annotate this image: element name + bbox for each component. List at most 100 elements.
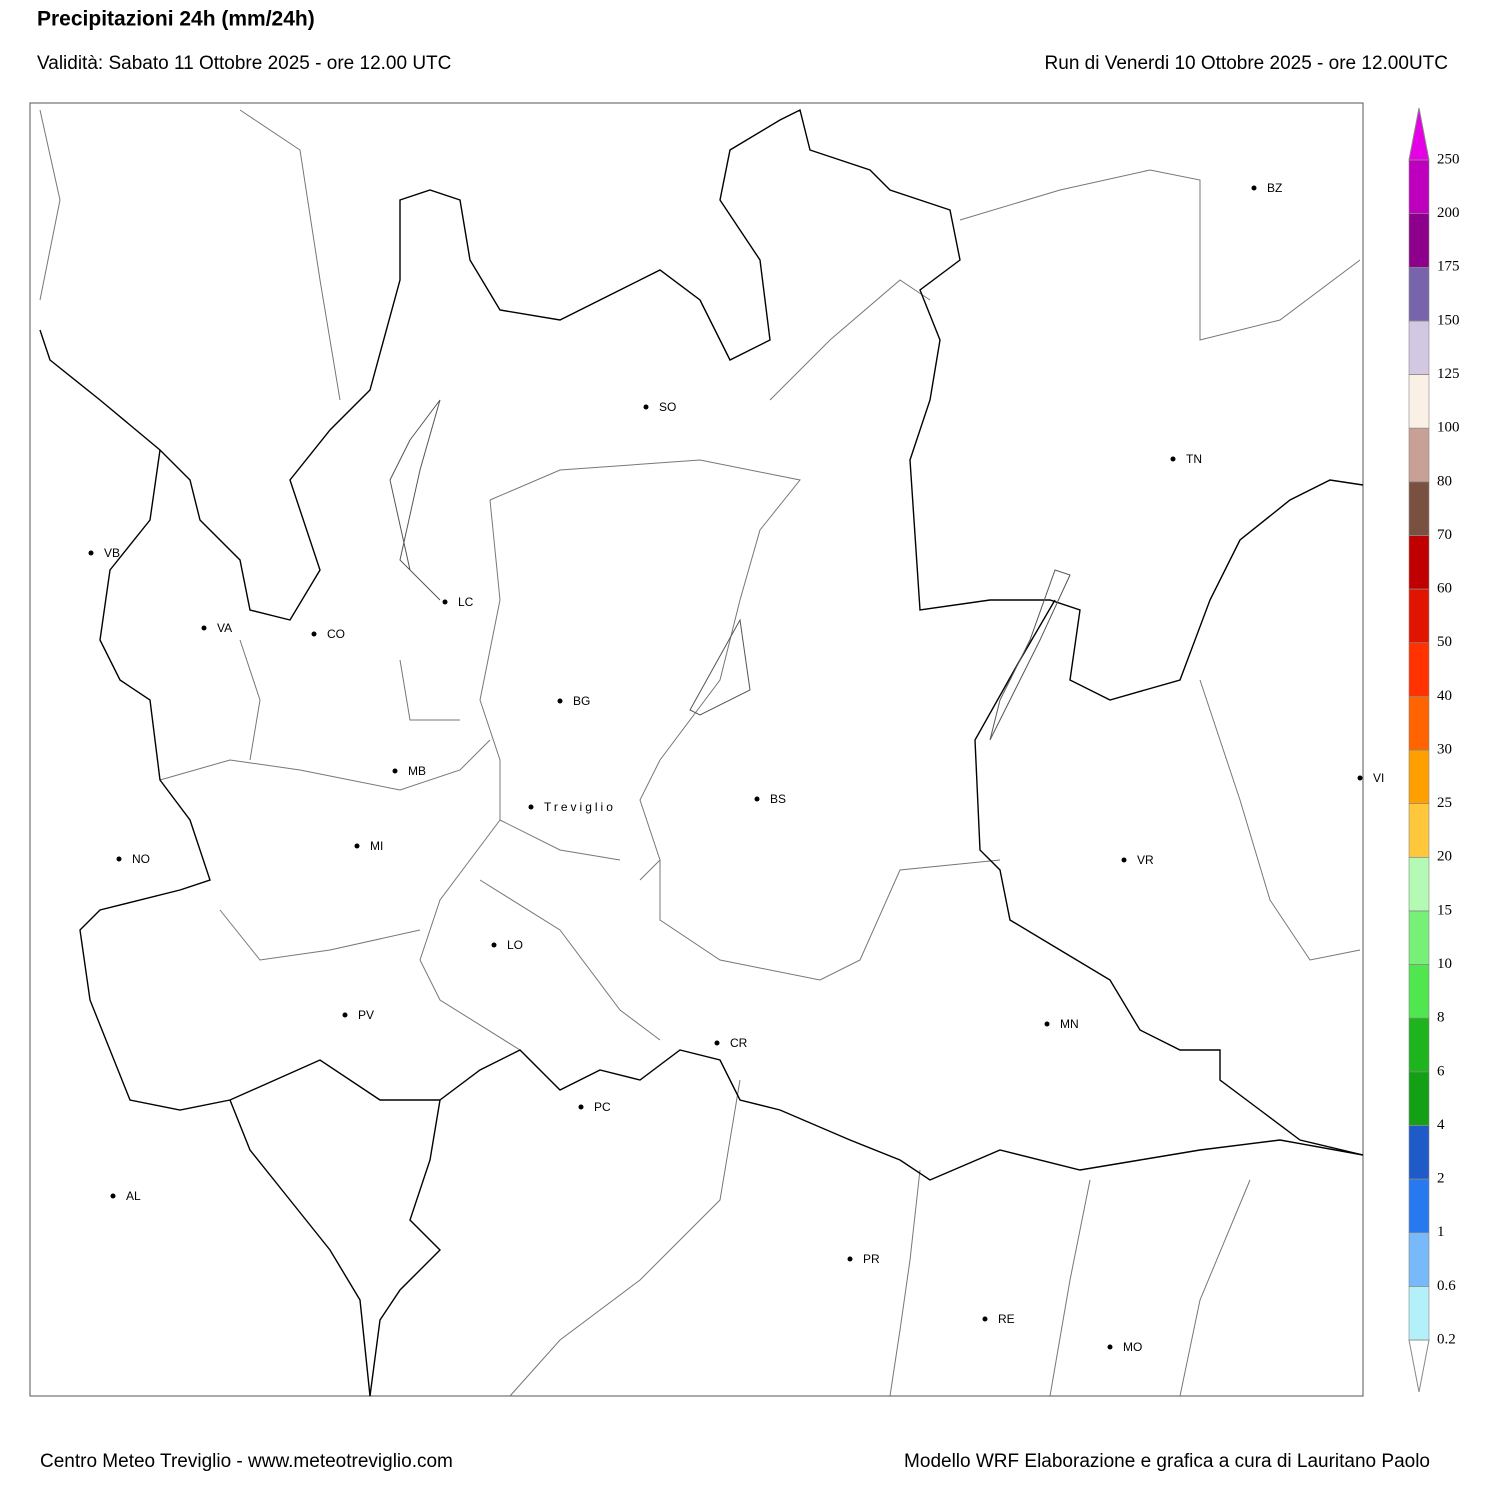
colorbar-bin: [1408, 1017, 1430, 1073]
city-label: MO: [1123, 1340, 1142, 1354]
colorbar-label: 70: [1437, 527, 1452, 543]
city-label: RE: [998, 1312, 1015, 1326]
colorbar-bin: [1408, 481, 1430, 536]
city-label: VI: [1373, 771, 1384, 785]
title: Precipitazioni 24h (mm/24h): [37, 8, 315, 31]
colorbar-bin: [1408, 374, 1430, 429]
colorbar-bin: [1408, 535, 1430, 590]
city-label: CR: [730, 1036, 748, 1050]
colorbar-label: 100: [1437, 420, 1460, 436]
city-label: AL: [126, 1189, 141, 1203]
city-label: PC: [594, 1100, 611, 1114]
colorbar-label: 150: [1437, 312, 1460, 328]
colorbar-label: 0.6: [1437, 1278, 1456, 1294]
region-borders: [39, 108, 1364, 1397]
city-dot: [1170, 456, 1176, 462]
city-label: PR: [863, 1252, 880, 1266]
city-label: LO: [507, 938, 523, 952]
colorbar-bin: [1408, 159, 1430, 214]
colorbar-label: 15: [1437, 902, 1452, 918]
colorbar-label: 40: [1437, 688, 1452, 704]
city-dot: [110, 1193, 116, 1199]
colorbar-label: 30: [1437, 741, 1452, 757]
city-label: MN: [1060, 1017, 1079, 1031]
colorbar-bin: [1408, 803, 1430, 858]
city-dot: [643, 404, 649, 410]
colorbar-bin: [1408, 964, 1430, 1019]
city-label: VB: [104, 546, 120, 560]
city-dot: [354, 843, 360, 849]
city-dot: [491, 942, 497, 948]
city-dot: [754, 796, 760, 802]
colorbar-label: 20: [1437, 849, 1452, 865]
colorbar-label: 125: [1437, 366, 1460, 382]
city-dot: [1357, 775, 1363, 781]
city-label: VR: [1137, 853, 1154, 867]
run-info: Run di Venerdi 10 Ottobre 2025 - ore 12.…: [1045, 53, 1448, 74]
city-dot: [116, 856, 122, 862]
footer-right: Modello WRF Elaborazione e grafica a cur…: [904, 1451, 1430, 1472]
colorbar-label: 60: [1437, 581, 1452, 597]
colorbar-label: 175: [1437, 259, 1460, 275]
colorbar-bin: [1408, 1125, 1430, 1180]
colorbar-bin: [1408, 1071, 1430, 1126]
city-label: LC: [458, 595, 474, 609]
city-dot: [528, 804, 534, 810]
colorbar-bin: [1408, 1286, 1430, 1341]
colorbar-label: 200: [1437, 205, 1460, 221]
city-dot: [392, 768, 398, 774]
city-dot: [1251, 185, 1257, 191]
city-label: CO: [327, 627, 345, 641]
city-dot: [982, 1316, 988, 1322]
city-layer: VB VA CO LC SO BZ TN BG MB Treviglio BS NO MI VR VI LO P…: [88, 181, 1384, 1354]
city-label: BZ: [1267, 181, 1282, 195]
colorbar-label: 50: [1437, 634, 1452, 650]
colorbar-label: 0.2: [1437, 1331, 1456, 1347]
colorbar: 0.2 0.6 1 2 4 6 8 10 15 20 25 30 40 50 60 70 80 100 125 150…: [1408, 107, 1460, 1393]
colorbar-label: 80: [1437, 473, 1452, 489]
colorbar-label: 25: [1437, 795, 1452, 811]
city-label: VA: [217, 621, 232, 635]
city-dot: [342, 1012, 348, 1018]
colorbar-bin: [1408, 427, 1430, 483]
city-dot: [1044, 1021, 1050, 1027]
validity: Validità: Sabato 11 Ottobre 2025 - ore 1…: [37, 53, 451, 74]
city-label: BS: [770, 792, 786, 806]
city-label: TN: [1186, 452, 1202, 466]
city-dot: [578, 1104, 584, 1110]
colorbar-bin: [1408, 588, 1430, 644]
city-dot: [714, 1040, 720, 1046]
city-dot: [557, 698, 563, 704]
colorbar-bin: [1408, 749, 1430, 804]
lakes: [389, 399, 1071, 741]
city-dot: [1121, 857, 1127, 863]
colorbar-label: 4: [1437, 1117, 1445, 1133]
city-label: Treviglio: [544, 800, 616, 814]
city-dot: [442, 599, 448, 605]
colorbar-bin: [1408, 266, 1430, 322]
colorbar-bin: [1408, 320, 1430, 375]
colorbar-label: 2: [1437, 1171, 1445, 1187]
city-label: BG: [573, 694, 590, 708]
footer-left: Centro Meteo Treviglio - www.meteotrevig…: [40, 1451, 453, 1472]
city-label: MI: [370, 839, 383, 853]
colorbar-label: 8: [1437, 1010, 1445, 1026]
colorbar-label: 250: [1437, 151, 1460, 167]
colorbar-bin: [1408, 1178, 1430, 1234]
colorbar-bin: [1408, 696, 1430, 751]
colorbar-under: [1408, 1339, 1430, 1393]
colorbar-label: 6: [1437, 1063, 1445, 1079]
city-dot: [88, 550, 94, 556]
city-label: MB: [408, 764, 426, 778]
city-label: NO: [132, 852, 150, 866]
city-dot: [847, 1256, 853, 1262]
colorbar-label: 1: [1437, 1224, 1445, 1240]
colorbar-bin: [1408, 856, 1430, 912]
colorbar-bin: [1408, 213, 1430, 268]
city-label: PV: [358, 1008, 374, 1022]
colorbar-bin: [1408, 910, 1430, 965]
city-dot: [201, 625, 207, 631]
colorbar-over: [1408, 107, 1430, 161]
